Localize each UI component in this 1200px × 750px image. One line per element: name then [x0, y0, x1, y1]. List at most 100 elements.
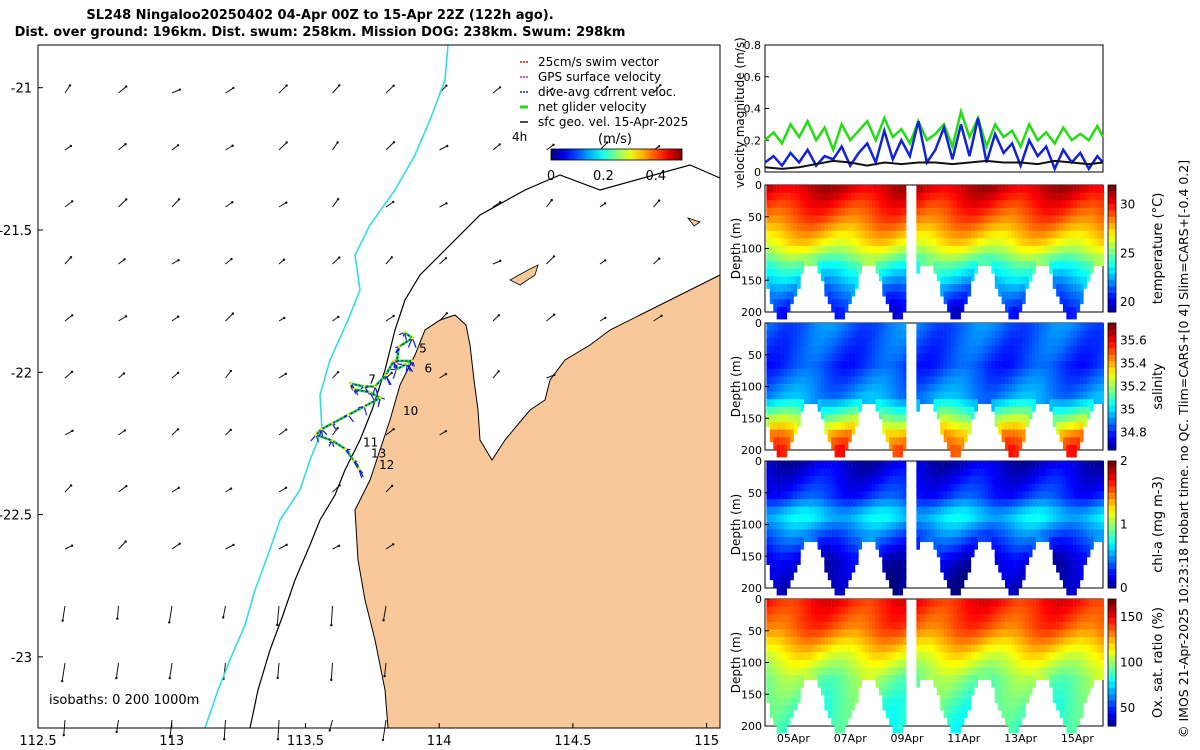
profile-cell	[875, 253, 880, 267]
profile-cell	[851, 200, 856, 213]
profile-cell	[824, 330, 828, 344]
profile-cell	[1018, 514, 1023, 527]
profile-cell	[1001, 330, 1006, 344]
profile-cell	[1008, 306, 1013, 320]
profile-cell	[1005, 261, 1009, 274]
profile-cell	[1028, 192, 1033, 206]
current-vector	[405, 363, 408, 373]
geo-velocity-arrow	[492, 314, 500, 322]
profile-cell	[831, 238, 835, 251]
profile-cell	[1045, 383, 1050, 397]
profile-cell	[1086, 323, 1091, 336]
profile-cell	[807, 245, 811, 259]
profile-cell	[899, 376, 903, 389]
profile-cell	[844, 705, 849, 719]
profile-cell	[960, 223, 965, 236]
profile-cell	[899, 652, 903, 665]
profile-cell	[1005, 483, 1009, 497]
profile-cell	[923, 606, 927, 620]
profile-cell	[814, 245, 818, 259]
profile-cell	[899, 368, 903, 382]
profile-cell	[814, 323, 818, 336]
profile-cell	[844, 483, 849, 497]
profile-cell	[773, 629, 777, 642]
profile-cell	[855, 383, 859, 397]
profile-cell	[967, 391, 972, 405]
profile-cell	[817, 223, 822, 236]
profile-cell	[820, 323, 825, 336]
profile-cell	[1059, 291, 1064, 305]
profile-cell	[923, 383, 927, 397]
profile-cell	[1090, 215, 1094, 228]
profile-cell	[780, 606, 784, 620]
profile-cell	[1035, 376, 1040, 389]
profile-cell	[858, 629, 863, 642]
profile-cell	[1025, 544, 1030, 558]
profile-cell	[882, 698, 886, 711]
profile-cell	[790, 215, 794, 228]
map-y-ticks: -21-21.5-22-22.5-23	[0, 82, 43, 666]
profile-cell	[926, 483, 931, 497]
profile-cell	[902, 238, 907, 251]
profile-cell	[882, 483, 886, 497]
profile-cell	[930, 323, 934, 336]
profile-cell	[783, 200, 788, 213]
profile-cell	[1005, 468, 1009, 482]
profile-cell	[786, 422, 791, 435]
profile-cell	[885, 637, 890, 650]
geo-velocity-arrow	[439, 145, 448, 151]
profile-cell	[865, 521, 869, 535]
profile-cell	[844, 330, 849, 344]
profile-cell	[790, 599, 794, 612]
colorbar-cell	[1108, 405, 1116, 413]
profile-cell	[991, 483, 995, 497]
profile-cell	[827, 368, 832, 382]
profile-cell	[766, 276, 771, 289]
profile-cell	[1011, 399, 1016, 412]
profile-cell	[1015, 276, 1019, 289]
profile-cell	[892, 207, 897, 221]
profile-cell	[1073, 529, 1077, 543]
profile-cell	[964, 253, 968, 267]
profile-cell	[855, 652, 859, 665]
profile-cell	[984, 192, 989, 206]
profile-cell	[926, 659, 931, 673]
profile-cell	[855, 506, 859, 520]
profile-cell	[1066, 521, 1070, 535]
arrow-head	[276, 737, 280, 741]
profile-cell	[1062, 230, 1067, 244]
profile-cell	[1059, 429, 1064, 443]
profile-cell	[977, 238, 982, 251]
profile-cell	[1011, 338, 1016, 351]
profile-cell	[800, 185, 805, 198]
profile-cell	[885, 284, 890, 297]
profile-cell	[953, 376, 958, 389]
profile-cell	[848, 376, 852, 389]
track-point	[349, 382, 353, 385]
colorbar-gradient	[550, 148, 683, 161]
profile-cell	[964, 544, 968, 558]
profile-cell	[895, 629, 900, 642]
profile-cell	[1079, 361, 1084, 374]
profile-cell	[947, 276, 951, 289]
profile-cell	[1035, 238, 1040, 251]
profile-cell	[889, 185, 893, 198]
profile-cell	[902, 268, 907, 282]
profile-cell	[947, 291, 951, 305]
profile-cell	[841, 644, 846, 658]
profile-cell	[987, 521, 992, 535]
profile-cell	[974, 330, 978, 344]
profile-cell	[1028, 253, 1033, 267]
profile-cell	[769, 690, 774, 703]
profile-cell	[1001, 383, 1006, 397]
profile-cell	[790, 614, 794, 627]
profile-cell	[984, 238, 989, 251]
profile-cell	[776, 544, 781, 558]
profile-cell	[964, 261, 968, 274]
profile-cell	[841, 429, 846, 443]
profile-cell	[892, 291, 897, 305]
profile-cell	[1052, 253, 1057, 267]
profile-cell	[783, 567, 788, 581]
profile-cell	[814, 599, 818, 612]
profile-cell	[773, 575, 777, 588]
